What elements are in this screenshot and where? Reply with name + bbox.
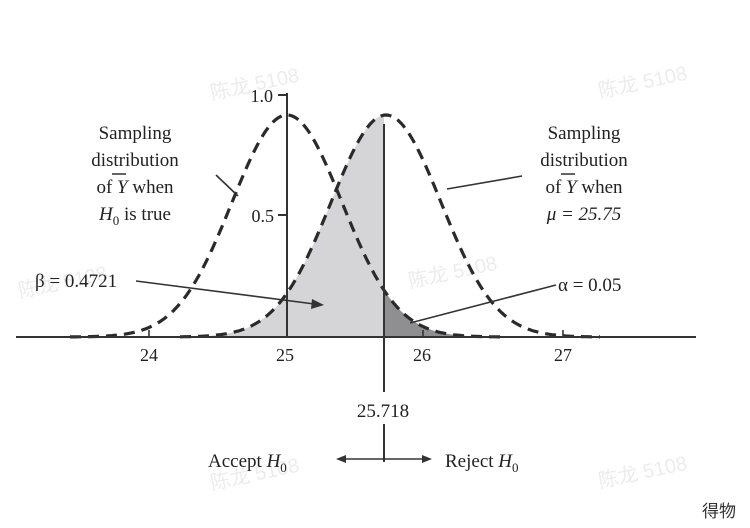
x-tick-label: 27 [554, 345, 572, 365]
x-tick-label: 25 [276, 345, 294, 365]
watermark: 陈龙 5108 [596, 62, 689, 103]
alpha-label: α = 0.05 [558, 275, 621, 296]
x-tick-label: 24 [140, 345, 158, 365]
reject-h0-label: Reject H0 [445, 451, 519, 475]
beta-shaded-region [180, 115, 384, 337]
h0-label-line4: H0 is true [98, 204, 171, 228]
y-tick-label: 1.0 [251, 86, 274, 106]
alpha-pointer [409, 284, 557, 324]
beta-label: β = 0.4721 [35, 271, 117, 292]
x-tick-label: 26 [413, 345, 431, 365]
h0-distribution-label: Sampling distribution of Y when H0 is tr… [91, 123, 179, 228]
critical-value-label: 25.718 [357, 401, 409, 422]
h0-label-line2: distribution [91, 150, 179, 171]
h0-label-line1: Sampling [99, 123, 172, 144]
corner-text: 得物 [702, 502, 736, 521]
h0-sampling-curve [70, 113, 500, 339]
y-tick-label: 0.5 [252, 206, 275, 226]
alt-label-line4: μ = 25.75 [546, 204, 622, 225]
alt-sampling-curve [180, 113, 600, 339]
beta-pointer [135, 280, 323, 306]
watermark: 陈龙 5108 [596, 452, 689, 493]
alpha-shaded-region [384, 290, 500, 337]
alt-label-line3: of Y when [545, 177, 623, 198]
h0-label-pointer [215, 174, 239, 197]
beta-pointer-arrowhead [311, 299, 324, 309]
alt-label-pointer [446, 175, 523, 190]
alt-label-line2: distribution [540, 150, 628, 171]
watermark: 陈龙 5108 [406, 252, 499, 293]
accept-arrowhead [336, 455, 346, 463]
h0-label-line3: of Y when [96, 177, 174, 198]
accept-h0-label: Accept H0 [208, 451, 287, 475]
reject-arrowhead [422, 455, 432, 463]
alt-label-line1: Sampling [548, 123, 621, 144]
alt-distribution-label: Sampling distribution of Y when μ = 25.7… [540, 123, 628, 225]
